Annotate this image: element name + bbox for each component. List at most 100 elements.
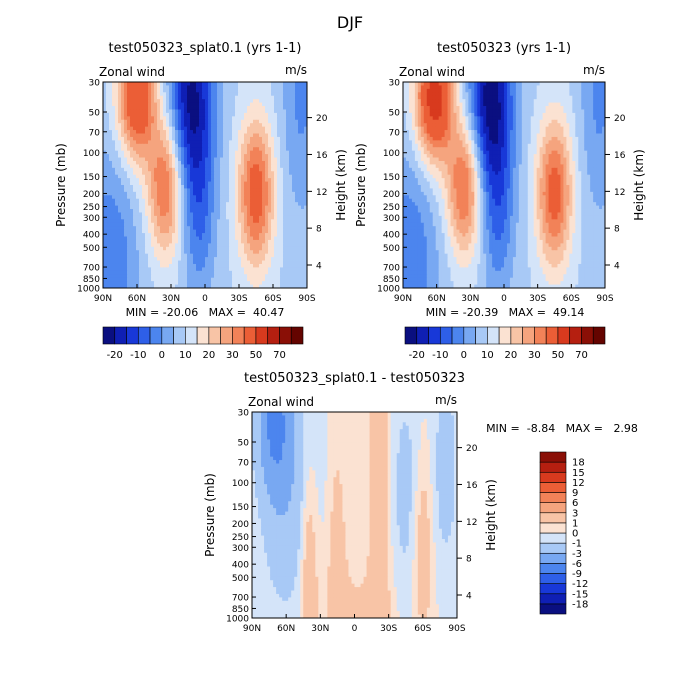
- field-cell: [575, 95, 579, 100]
- field-cell: [202, 260, 206, 265]
- field-cell: [304, 99, 308, 103]
- field-cell: [271, 178, 275, 182]
- field-cell: [518, 82, 523, 86]
- field-cell: [205, 185, 209, 189]
- field-cell: [545, 109, 549, 114]
- field-cell: [136, 82, 140, 86]
- field-cell: [301, 164, 305, 169]
- field-cell: [259, 202, 263, 206]
- field-cell: [193, 106, 197, 110]
- field-cell: [175, 267, 179, 272]
- field-cell: [444, 95, 448, 100]
- field-cell: [157, 157, 161, 162]
- field-cell: [208, 150, 212, 155]
- field-cell: [524, 95, 529, 100]
- field-cell: [166, 270, 170, 275]
- field-cell: [277, 106, 281, 110]
- field-cell: [145, 226, 149, 231]
- field-cell: [274, 250, 278, 255]
- field-cell: [142, 133, 146, 138]
- field-cell: [289, 246, 293, 251]
- field-cell: [175, 82, 179, 86]
- field-cell: [274, 239, 278, 244]
- field-cell: [277, 164, 281, 169]
- field-cell: [444, 112, 448, 117]
- field-cell: [411, 102, 416, 107]
- field-cell: [181, 112, 185, 117]
- field-cell: [247, 250, 251, 255]
- field-cell: [163, 243, 167, 248]
- field-cell: [130, 147, 134, 152]
- field-cell: [575, 116, 579, 121]
- field-cell: [292, 191, 296, 196]
- field-cell: [115, 205, 119, 210]
- field-cell: [253, 126, 257, 131]
- field-cell: [127, 260, 131, 265]
- field-cell: [160, 178, 164, 182]
- field-cell: [289, 191, 293, 196]
- field-cell: [280, 243, 284, 248]
- field-cell: [438, 106, 443, 110]
- field-cell: [232, 88, 236, 93]
- field-cell: [429, 119, 434, 124]
- field-cell: [211, 133, 215, 138]
- field-cell: [244, 257, 248, 261]
- field-cell: [244, 140, 248, 145]
- field-cell: [271, 274, 275, 279]
- field-cell: [265, 188, 269, 193]
- field-cell: [139, 174, 143, 179]
- field-cell: [462, 119, 466, 124]
- field-cell: [115, 284, 119, 289]
- field-cell: [187, 167, 191, 172]
- field-cell: [124, 133, 128, 138]
- field-cell: [169, 202, 173, 206]
- field-cell: [175, 112, 179, 117]
- field-cell: [602, 102, 606, 107]
- field-cell: [295, 164, 299, 169]
- field-cell: [235, 281, 239, 285]
- field-cell: [115, 181, 119, 186]
- field-cell: [217, 277, 221, 282]
- field-cell: [226, 198, 230, 203]
- field-cell: [223, 209, 227, 213]
- field-cell: [465, 102, 469, 107]
- field-cell: [232, 250, 236, 255]
- field-cell: [578, 85, 582, 90]
- field-cell: [253, 112, 257, 117]
- field-cell: [283, 236, 287, 241]
- field-cell: [199, 164, 203, 169]
- field-cell: [121, 233, 125, 237]
- field-cell: [148, 95, 152, 100]
- field-cell: [253, 263, 257, 268]
- field-cell: [292, 198, 296, 203]
- field-cell: [139, 106, 143, 110]
- field-cell: [163, 205, 167, 210]
- field-cell: [241, 126, 245, 131]
- field-cell: [301, 154, 305, 158]
- units-label: m/s: [583, 63, 605, 77]
- field-cell: [217, 274, 221, 279]
- field-cell: [235, 164, 239, 169]
- field-cell: [283, 154, 287, 158]
- field-cell: [106, 284, 110, 289]
- field-cell: [127, 222, 131, 227]
- field-cell: [181, 181, 185, 186]
- field-cell: [256, 109, 260, 114]
- field-cell: [199, 233, 203, 237]
- field-cell: [250, 164, 254, 169]
- field-cell: [560, 85, 564, 90]
- field-cell: [154, 202, 158, 206]
- field-cell: [498, 95, 502, 100]
- field-cell: [226, 178, 230, 182]
- field-cell: [109, 233, 113, 237]
- field-cell: [456, 92, 460, 97]
- field-cell: [208, 116, 212, 121]
- field-cell: [301, 123, 305, 128]
- field-cell: [121, 212, 125, 217]
- field-cell: [292, 164, 296, 169]
- field-cell: [417, 109, 422, 114]
- field-cell: [154, 112, 158, 117]
- field-cell: [289, 136, 293, 141]
- field-cell: [289, 88, 293, 93]
- field-cell: [127, 188, 131, 193]
